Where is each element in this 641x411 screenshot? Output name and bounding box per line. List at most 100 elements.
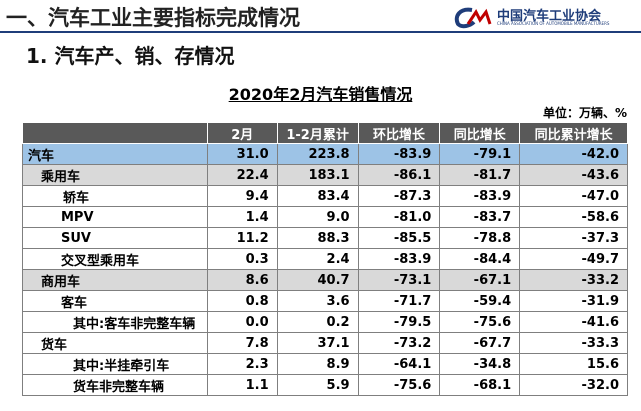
cell-value: -79.1 xyxy=(439,143,521,165)
cell-value: -83.9 xyxy=(439,185,521,207)
row-label: 其中:半挂牵引车 xyxy=(22,353,208,375)
table-title-wrap: 2020年2月汽车销售情况 xyxy=(0,81,641,105)
cell-value: 11.2 xyxy=(206,227,278,249)
cell-value: -33.2 xyxy=(519,269,628,291)
cell-value: -79.5 xyxy=(357,311,441,333)
cell-value: -73.1 xyxy=(357,269,441,291)
cell-value: 2.3 xyxy=(206,353,278,375)
header-cell: 同比增长 xyxy=(439,122,521,144)
cell-value: 83.4 xyxy=(276,185,359,207)
cell-value: -87.3 xyxy=(357,185,441,207)
header-cell: 同比累计增长 xyxy=(519,122,628,144)
header-row: 2月 1-2月累计 环比增长 同比增长 同比累计增长 xyxy=(22,122,628,144)
table-row: 其中:客车非完整车辆 0.0 0.2 -79.5 -75.6 -41.6 xyxy=(22,311,628,333)
table-row: 货车非完整车辆 1.1 5.9 -75.6 -68.1 -32.0 xyxy=(22,374,628,396)
cell-value: -67.1 xyxy=(439,269,521,291)
table-row: 其中:半挂牵引车 2.3 8.9 -64.1 -34.8 15.6 xyxy=(22,353,628,375)
table-row: 客车 0.8 3.6 -71.7 -59.4 -31.9 xyxy=(22,290,628,312)
table-title: 2020年2月汽车销售情况 xyxy=(228,85,413,104)
cell-value: 9.0 xyxy=(276,206,359,228)
cell-value: 2.4 xyxy=(276,248,359,270)
cell-value: 8.6 xyxy=(206,269,278,291)
cell-value: -81.0 xyxy=(357,206,441,228)
row-label: 货车 xyxy=(22,332,208,354)
cell-value: 0.8 xyxy=(206,290,278,312)
cell-value: -83.9 xyxy=(357,248,441,270)
header-cell: 1-2月累计 xyxy=(276,122,359,144)
table-row: 货车 7.8 37.1 -73.2 -67.7 -33.3 xyxy=(22,332,628,354)
cell-value: -34.8 xyxy=(439,353,521,375)
table-row: 乘用车 22.4 183.1 -86.1 -81.7 -43.6 xyxy=(22,164,628,186)
cell-value: -83.7 xyxy=(439,206,521,228)
divider xyxy=(0,31,641,33)
header-cell: 环比增长 xyxy=(357,122,441,144)
unit-label: 单位：万辆、% xyxy=(542,106,627,120)
row-label: 汽车 xyxy=(22,143,208,165)
section-title: 1. 汽车产、销、存情况 xyxy=(26,44,235,68)
cell-value: 88.3 xyxy=(276,227,359,249)
cell-value: -47.0 xyxy=(519,185,628,207)
cell-value: -31.9 xyxy=(519,290,628,312)
row-label: 乘用车 xyxy=(22,164,208,186)
cell-value: -85.5 xyxy=(357,227,441,249)
table-row: MPV 1.4 9.0 -81.0 -83.7 -58.6 xyxy=(22,206,628,228)
row-label: 商用车 xyxy=(22,269,208,291)
row-label: 客车 xyxy=(22,290,208,312)
logo-icon xyxy=(454,7,492,29)
cell-value: -33.3 xyxy=(519,332,628,354)
cell-value: -86.1 xyxy=(357,164,441,186)
header-cell: 2月 xyxy=(206,122,278,144)
cell-value: -75.6 xyxy=(357,374,441,396)
cell-value: 22.4 xyxy=(206,164,278,186)
cell-value: 9.4 xyxy=(206,185,278,207)
row-label: 轿车 xyxy=(22,185,208,207)
cell-value: 5.9 xyxy=(276,374,359,396)
header-cell xyxy=(22,122,208,144)
cell-value: -67.7 xyxy=(439,332,521,354)
cell-value: -41.6 xyxy=(519,311,628,333)
cell-value: -68.1 xyxy=(439,374,521,396)
row-label: MPV xyxy=(22,206,208,228)
cell-value: -71.7 xyxy=(357,290,441,312)
cell-value: 37.1 xyxy=(276,332,359,354)
cell-value: -73.2 xyxy=(357,332,441,354)
sales-table: 2月 1-2月累计 环比增长 同比增长 同比累计增长 汽车 31.0 223.8 -83.9-… xyxy=(22,122,628,396)
logo-text: 中国汽车工业协会 xyxy=(497,9,602,24)
cell-value: 3.6 xyxy=(276,290,359,312)
cell-value: 8.9 xyxy=(276,353,359,375)
cell-value: -64.1 xyxy=(357,353,441,375)
row-label: SUV xyxy=(22,227,208,249)
cell-value: 31.0 xyxy=(206,143,278,165)
row-label: 货车非完整车辆 xyxy=(22,374,208,396)
cell-value: -49.7 xyxy=(519,248,628,270)
cell-value: -43.6 xyxy=(519,164,628,186)
cell-value: -59.4 xyxy=(439,290,521,312)
logo-subtext: CHINA ASSOCIATION OF AUTOMOBILE MANUFACT… xyxy=(497,21,610,26)
cell-value: 0.3 xyxy=(206,248,278,270)
cell-value: 7.8 xyxy=(206,332,278,354)
cell-value: -32.0 xyxy=(519,374,628,396)
cell-value: 15.6 xyxy=(519,353,628,375)
table-row: SUV 11.2 88.3 -85.5 -78.8 -37.3 xyxy=(22,227,628,249)
cell-value: -58.6 xyxy=(519,206,628,228)
cell-value: -37.3 xyxy=(519,227,628,249)
table-row: 交叉型乘用车 0.3 2.4 -83.9 -84.4 -49.7 xyxy=(22,248,628,270)
cell-value: -84.4 xyxy=(439,248,521,270)
cell-value: 1.4 xyxy=(206,206,278,228)
cell-value: -42.0 xyxy=(519,143,628,165)
table-row: 汽车 31.0 223.8 -83.9 -79.1 -42.0 xyxy=(22,143,628,165)
cell-value: 0.2 xyxy=(276,311,359,333)
cell-value: -75.6 xyxy=(439,311,521,333)
cell-value: 183.1 xyxy=(276,164,359,186)
cell-value: -83.9 xyxy=(357,143,441,165)
row-label: 其中:客车非完整车辆 xyxy=(22,311,208,333)
table-row: 商用车 8.6 40.7 -73.1 -67.1 -33.2 xyxy=(22,269,628,291)
row-label: 交叉型乘用车 xyxy=(22,248,208,270)
cell-value: -78.8 xyxy=(439,227,521,249)
cell-value: 0.0 xyxy=(206,311,278,333)
page-title: 一、汽车工业主要指标完成情况 xyxy=(6,6,300,30)
cell-value: 40.7 xyxy=(276,269,359,291)
table-row: 轿车 9.4 83.4 -87.3 -83.9 -47.0 xyxy=(22,185,628,207)
cell-value: -81.7 xyxy=(439,164,521,186)
